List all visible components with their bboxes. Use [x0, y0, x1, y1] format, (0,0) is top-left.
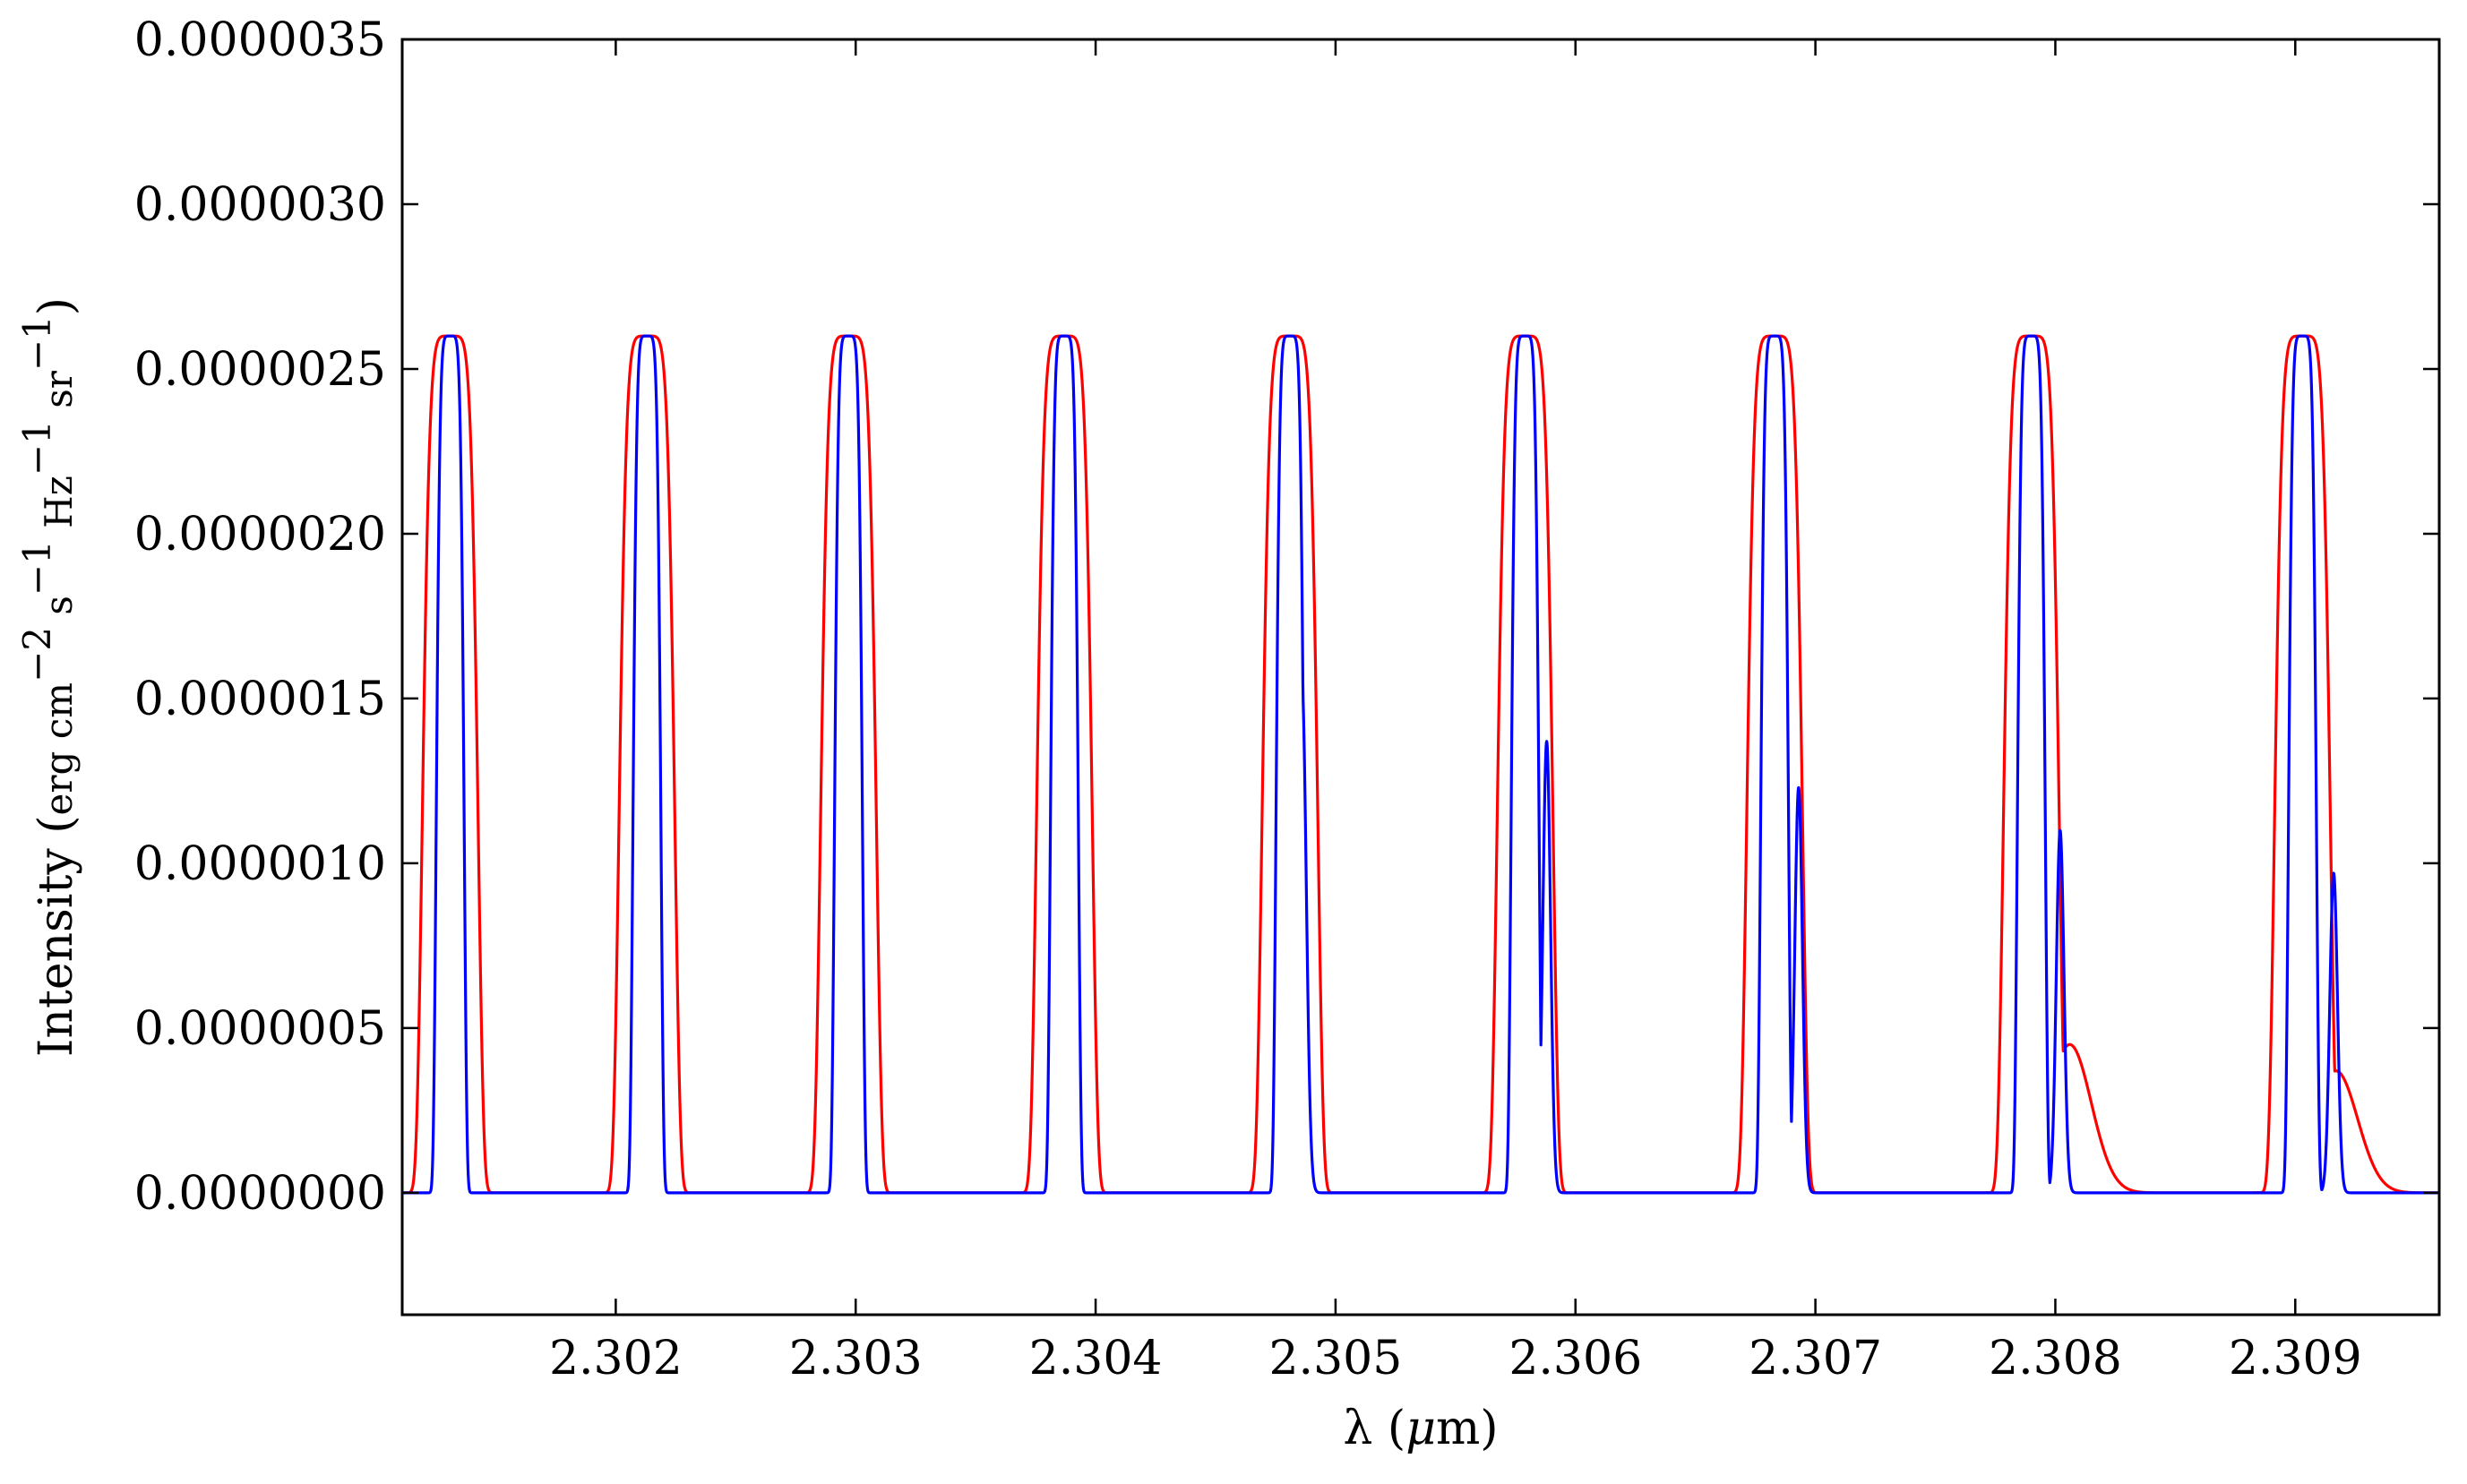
y-axis-title-part: Intensity ( [30, 815, 83, 1057]
plot-frame [400, 38, 2441, 1317]
y-tick-label: 0.0000015 [134, 673, 386, 726]
tick-layer: 2.302 2.303 2.304 2.305 2.306 2.307 2.308 2.309… [134, 13, 2439, 1385]
x-tick-label: 2.308 [1989, 1332, 2122, 1385]
y-axis-title-part: −1 [15, 420, 59, 476]
x-tick-label: 2.304 [1029, 1332, 1163, 1385]
y-tick-label: 0.0000010 [134, 837, 386, 891]
y-tick-label: 0.0000035 [134, 13, 386, 67]
x-axis-title-part: λ ( [1343, 1402, 1405, 1455]
x-axis-title: λ (μm) [1343, 1402, 1498, 1455]
y-tick-label: 0.0000000 [134, 1167, 386, 1221]
y-axis-title-part: Hz [37, 476, 81, 540]
y-tick-label: 0.0000005 [134, 1002, 386, 1056]
y-axis-title-part: −2 [15, 627, 59, 682]
x-axis-title-part: μ [1405, 1402, 1436, 1455]
y-axis-title: Intensity (erg cm−2 s−1 Hz−1 sr−1) [15, 297, 84, 1057]
x-tick-label: 2.309 [2229, 1332, 2362, 1385]
x-axis-title-part: m) [1436, 1402, 1499, 1455]
y-tick-label: 0.0000030 [134, 178, 386, 232]
y-axis-title-part: ) [30, 297, 83, 315]
series-line-blue [402, 334, 2439, 1195]
x-tick-label: 2.305 [1268, 1332, 1402, 1385]
y-axis-title-part: erg cm [37, 682, 81, 816]
y-tick-label: 0.0000020 [134, 508, 386, 562]
x-tick-label: 2.303 [789, 1332, 923, 1385]
x-tick-label: 2.307 [1749, 1332, 1882, 1385]
y-tick-label: 0.0000025 [134, 343, 386, 397]
y-axis-title-part: −1 [15, 315, 59, 371]
series-layer [402, 334, 2439, 1195]
y-axis-title-part: s [37, 596, 81, 627]
y-axis-title-part: −1 [15, 540, 59, 596]
y-axis-title-part: sr [37, 370, 81, 420]
x-tick-label: 2.302 [549, 1332, 683, 1385]
x-tick-label: 2.306 [1509, 1332, 1642, 1385]
